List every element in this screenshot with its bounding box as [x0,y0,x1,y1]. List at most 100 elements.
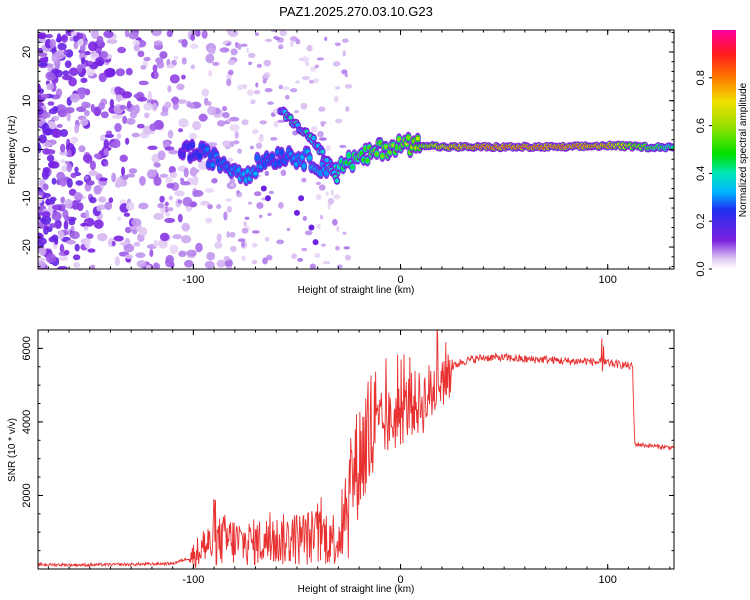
spectrogram-noise-blob [289,36,298,42]
spectrogram-noise-blob [89,196,97,204]
spectrogram-noise-blob [136,260,147,268]
spectrogram-noise-blob [86,233,94,239]
spectrogram-noise-blob [165,211,171,217]
spectrogram-noise-blob [109,69,115,77]
spectrogram-noise-blob [277,119,286,123]
spectrogram-noise-blob [157,202,165,209]
spectrogram-noise-blob [248,61,253,66]
spectrogram-noise-blob [310,66,317,72]
spectrogram-noise-blob [190,64,195,70]
spectrogram-noise-blob [270,30,277,33]
spectrogram-noise-blob [114,256,120,267]
spectrogram-ridge-core [406,135,411,140]
spectrogram-noise-blob [113,235,124,242]
spectrogram-noise-blob [126,100,132,109]
spectrogram-noise-blob [166,183,175,189]
spectrogram-noise-blob [164,201,169,207]
spectrogram-noise-blob [186,249,197,257]
y-tick-label: -20 [21,239,33,255]
colorbar-label: Normalized spectral amplitude [738,82,749,217]
x-tick-label: 0 [397,274,403,286]
spectrogram-ridge-core [380,154,385,158]
snr-ticks: -100 0 100 2000 4000 6000 [21,329,674,586]
spectrogram-noise-blob [256,202,264,209]
spectrogram-noise-blob [342,50,346,57]
spectrogram-noise-blob [66,239,76,245]
spectrogram-noise-blob [181,235,192,244]
spectrogram-noise-blob [262,257,268,265]
spectrogram-noise-blob [245,47,250,54]
spectrogram-noise-blob [74,243,80,252]
spectrogram-noise-blob [41,122,50,133]
spectrogram-ridge-core [396,137,402,141]
spectrogram-noise-blob [166,64,175,69]
spectrogram-noise-blob [301,56,310,62]
spectrogram-ridge-core [197,154,202,159]
spectrogram-noise-blob [290,88,298,93]
spectrogram-noise-blob [229,245,237,253]
y-tick-label: 20 [21,46,33,58]
spectrogram-noise-blob [171,96,179,105]
spectrogram-noise-blob [157,150,166,161]
spectrogram-noise-blob [153,40,163,46]
spectrogram-noise-blob [317,130,324,138]
spectrogram-ridge-core [346,153,351,158]
spectrogram-noise-blob [219,47,230,53]
spectrogram-noise-blob [88,170,98,177]
spectrogram-noise-blob [225,198,232,202]
spectrogram-noise-blob [38,144,42,154]
spectrogram-noise-blob [81,101,89,109]
spectrogram-noise-blob [78,145,86,153]
spectrogram-noise-blob [135,252,146,259]
spectrogram-noise-blob [59,177,68,187]
spectrogram-secondary-core [324,157,329,163]
spectrogram-noise-blob [121,166,126,176]
spectrogram-noise-blob [41,211,51,218]
spectrogram-noise-blob [279,30,287,37]
spectrogram-noise-blob [286,227,291,232]
spectrogram-noise-blob [133,241,141,247]
spectrogram-ridge-core [415,136,420,141]
spectrogram-noise-blob [99,177,108,182]
spectrogram-noise-blob [300,102,308,110]
spectrogram-noise-blob [178,250,187,258]
spectrogram-ridge-core [359,151,365,155]
spectrogram-noise-blob [198,113,208,122]
spectrogram-noise-blob [335,245,340,251]
spectrogram-noise-blob [268,190,274,195]
spectrogram-noise-blob [319,214,324,220]
spectrogram-noise-blob [309,263,316,269]
spectrogram-ridge-core [387,150,392,154]
spectrogram-noise-blob [332,218,338,226]
spectrogram-noise-blob [153,162,161,168]
spectrogram-noise-blob [273,120,279,128]
spectrogram-noise-blob [71,199,80,210]
spectrogram-noise-blob [152,64,158,73]
spectrogram-noise-blob [278,84,283,90]
spectrogram-noise-blob [98,72,107,83]
spectrogram-noise-blob [153,176,162,187]
spectrogram-noise-blob [297,257,304,262]
spectrogram-noise-blob [46,154,55,162]
spectrogram-noise-blob [250,99,256,105]
spectrogram-noise-blob [315,181,321,186]
spectrogram-noise-blob [200,200,210,206]
spectrogram-noise-blob [284,94,290,100]
spectrogram-noise-blob [144,112,150,119]
spectrogram-noise-blob [249,145,254,150]
spectrogram-noise-blob [75,180,84,186]
spectrogram-noise-blob [128,31,139,40]
spectrogram-noise-blob [222,140,232,147]
spectrogram-noise-blob [216,233,222,243]
spectrogram-noise-blob [278,45,283,50]
spectrogram-noise-blob [93,185,102,195]
spectrogram-ridge-core [189,143,195,147]
spectrogram-ridge-core [324,171,329,175]
spectrogram-noise-blob [225,118,232,124]
spectrogram-noise-blob [345,106,350,112]
spectrogram-noise-blob [54,219,62,230]
spectrogram-noise-blob [207,47,216,55]
spectrogram-noise-blob [160,111,169,117]
spectrogram-noise-blob [95,220,102,227]
spectrogram-noise-blob [49,223,56,229]
